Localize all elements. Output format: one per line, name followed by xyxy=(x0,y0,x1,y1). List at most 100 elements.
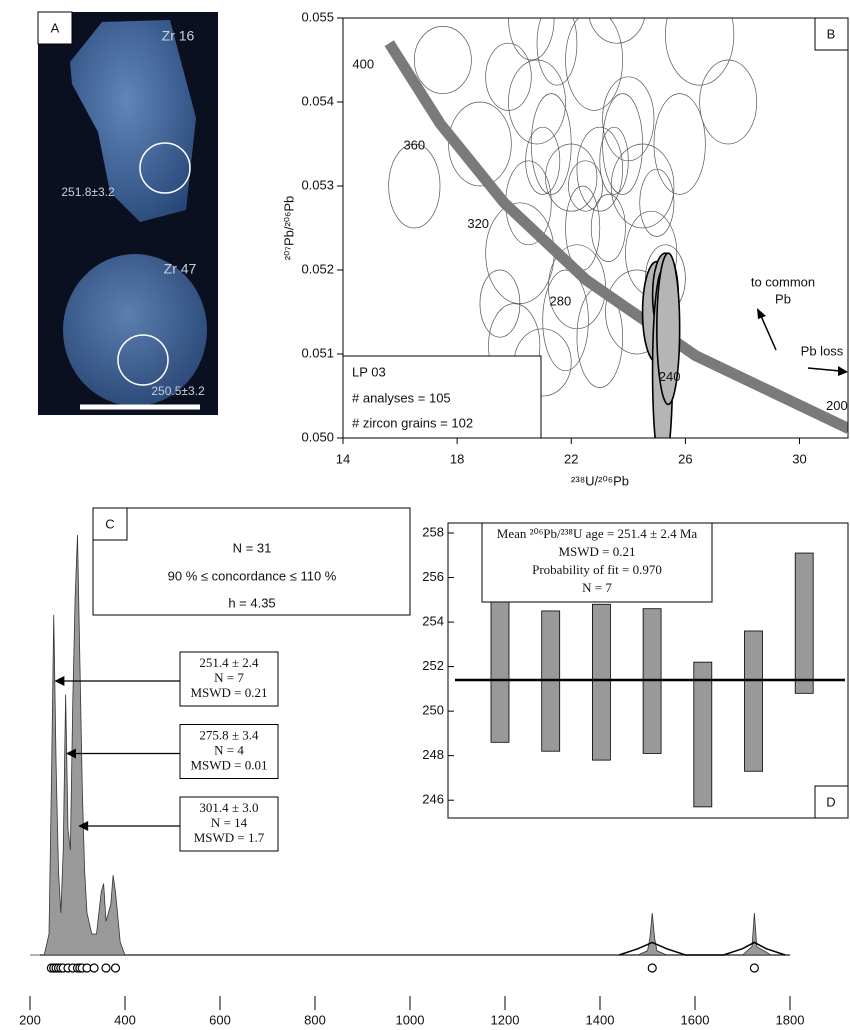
age-point xyxy=(647,963,657,973)
concordia-age-label: 400 xyxy=(352,57,374,72)
error-ellipse xyxy=(448,101,512,187)
plot-area: 200 240 280 320 360 400 xyxy=(352,18,848,438)
x-tick-label: 800 xyxy=(304,1012,326,1027)
age-point xyxy=(110,963,121,973)
arrow-head xyxy=(78,821,89,831)
error-bar xyxy=(490,601,510,743)
y-tick-label: 0.051 xyxy=(301,345,334,360)
y-tick-label: 0.052 xyxy=(301,261,334,276)
zircon-grain xyxy=(70,20,196,222)
error-ellipse xyxy=(565,18,623,111)
error-ellipse xyxy=(665,18,735,86)
error-bar xyxy=(693,661,713,808)
x-tick-label: 1200 xyxy=(491,1012,520,1027)
error-ellipse xyxy=(388,143,441,229)
panel-label: C xyxy=(105,516,114,531)
peak-text: N = 4 xyxy=(214,742,244,757)
y-tick-label: 246 xyxy=(422,792,444,807)
y-tick-label: 0.050 xyxy=(301,429,334,444)
panel-label: B xyxy=(827,26,836,41)
error-ellipse xyxy=(536,18,578,86)
stats-text: N = 31 xyxy=(233,540,272,555)
peak-text: MSWD = 0.21 xyxy=(190,685,267,700)
concordia-age-label: 200 xyxy=(826,398,848,413)
y-tick-label: 0.055 xyxy=(301,9,334,24)
grain-age: 251.8±3.2 xyxy=(61,185,115,199)
annotation: Pb xyxy=(775,291,791,306)
x-tick-label: 1000 xyxy=(396,1012,425,1027)
panel-label-box xyxy=(92,507,128,541)
concordia-age-label: 360 xyxy=(403,137,425,152)
stats-text: MSWD = 0.21 xyxy=(558,544,635,559)
error-bar xyxy=(592,603,611,761)
info-text: # analyses = 105 xyxy=(352,390,451,405)
peak-text: 275.8 ± 3.4 xyxy=(199,727,259,742)
x-axis-label: ²³⁸U/²⁰⁶Pb xyxy=(571,473,629,488)
error-ellipse xyxy=(413,26,472,94)
peak-text: N = 7 xyxy=(214,670,244,685)
error-ellipse xyxy=(565,185,601,271)
info-text: # zircon grains = 102 xyxy=(352,415,473,430)
peak-text: 301.4 ± 3.0 xyxy=(199,800,258,815)
panel-label-box xyxy=(814,17,849,51)
concordia-age-label: 280 xyxy=(550,294,572,309)
error-ellipse xyxy=(568,160,603,212)
error-ellipse xyxy=(602,93,643,195)
y-tick-label: 252 xyxy=(422,658,444,673)
error-ellipse xyxy=(545,143,598,212)
error-ellipse xyxy=(576,126,623,212)
y-tick-label: 258 xyxy=(422,524,444,539)
y-tick-label: 0.054 xyxy=(301,93,334,108)
error-ellipse xyxy=(508,59,566,145)
spot xyxy=(117,334,169,386)
arrow xyxy=(760,315,777,351)
arrow-head xyxy=(66,748,77,759)
plot-frame xyxy=(342,17,849,439)
panel-label-box xyxy=(814,785,849,819)
arrow-head xyxy=(757,308,766,319)
y-tick-label: 250 xyxy=(422,703,444,718)
x-tick-label: 14 xyxy=(336,451,350,466)
grain-age: 250.5±3.2 xyxy=(151,384,205,398)
error-bar xyxy=(744,630,763,772)
y-tick-label: 256 xyxy=(422,569,444,584)
error-ellipse xyxy=(525,126,561,195)
x-tick-label: 30 xyxy=(792,451,806,466)
peak-text: N = 14 xyxy=(211,815,248,830)
annotation: Pb loss xyxy=(801,343,844,358)
y-tick-label: 248 xyxy=(422,747,444,762)
spot xyxy=(139,142,191,194)
x-tick-label: 26 xyxy=(678,451,692,466)
peak-text: MSWD = 1.7 xyxy=(194,830,265,845)
annotation: to common xyxy=(751,274,815,289)
peak-text: 251.4 ± 2.4 xyxy=(199,655,259,670)
kde-area xyxy=(30,534,790,956)
error-bar xyxy=(794,552,814,694)
x-tick-label: 600 xyxy=(209,1012,231,1027)
error-ellipse xyxy=(588,18,645,44)
panel-label: D xyxy=(826,794,835,809)
error-ellipse xyxy=(479,269,521,338)
info-box xyxy=(342,355,542,439)
x-tick-label: 1600 xyxy=(681,1012,710,1027)
peak-box xyxy=(179,796,279,852)
stats-box xyxy=(481,522,713,603)
error-ellipse xyxy=(485,42,532,111)
y-tick-label: 0.053 xyxy=(301,177,334,192)
stats-text: Mean ²⁰⁶Pb/²³⁸U age = 251.4 ± 2.4 Ma xyxy=(497,526,698,541)
x-tick-label: 1400 xyxy=(586,1012,615,1027)
zircon-grain xyxy=(63,254,207,406)
stats-text: 90 % ≤ concordance ≤ 110 % xyxy=(168,568,337,583)
grain-name: Zr 47 xyxy=(164,261,197,277)
stats-text: Probability of fit = 0.970 xyxy=(532,562,662,577)
concordia-age-label: 240 xyxy=(659,369,681,384)
stats-box xyxy=(92,507,411,616)
error-ellipse xyxy=(610,143,675,229)
x-tick-label: 1800 xyxy=(776,1012,805,1027)
peak-box xyxy=(179,651,279,707)
panel-label-box xyxy=(37,11,73,45)
error-ellipse xyxy=(639,168,675,237)
error-ellipse xyxy=(602,76,655,162)
age-point xyxy=(101,963,111,973)
